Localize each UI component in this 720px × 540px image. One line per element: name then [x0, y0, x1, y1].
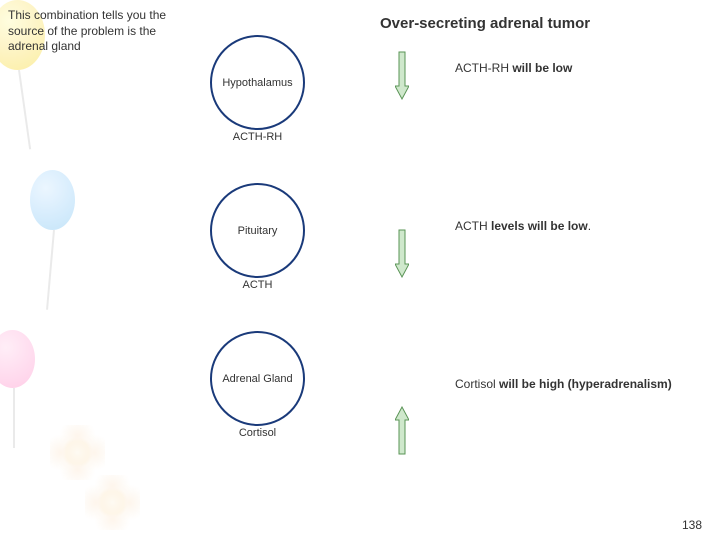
result-cortisol: Cortisol will be high (hyperadrenalism) [455, 376, 672, 392]
diagram-title: Over-secreting adrenal tumor [380, 15, 590, 32]
down-arrow-icon [395, 228, 409, 278]
flower-decoration [85, 475, 140, 530]
down-arrow-icon [395, 50, 409, 100]
pituitary-node: Pituitary [210, 183, 305, 278]
hpa-axis-column: Hypothalamus ACTH-RH Pituitary ACTH Adre… [210, 35, 305, 441]
result-acth-rh: ACTH-RH will be low [455, 60, 672, 76]
node-label: Pituitary [238, 225, 278, 237]
hypothalamus-node: Hypothalamus [210, 35, 305, 130]
flower-decoration [50, 425, 105, 480]
node-label: Hypothalamus [222, 77, 292, 89]
hormone-label: ACTH [243, 279, 273, 291]
explanatory-note: This combination tells you the source of… [8, 8, 178, 55]
hormone-label: ACTH-RH [233, 131, 283, 143]
balloon-blue [30, 170, 75, 230]
node-label: Adrenal Gland [222, 373, 292, 385]
result-column: ACTH-RH will be low ACTH levels will be … [455, 60, 672, 393]
up-arrow-icon [395, 406, 409, 456]
balloon-pink [0, 330, 35, 388]
adrenal-node: Adrenal Gland [210, 331, 305, 426]
arrow-column [395, 50, 409, 456]
result-acth: ACTH levels will be low. [455, 218, 672, 234]
page-number: 138 [682, 518, 702, 532]
hormone-label: Cortisol [239, 427, 276, 439]
